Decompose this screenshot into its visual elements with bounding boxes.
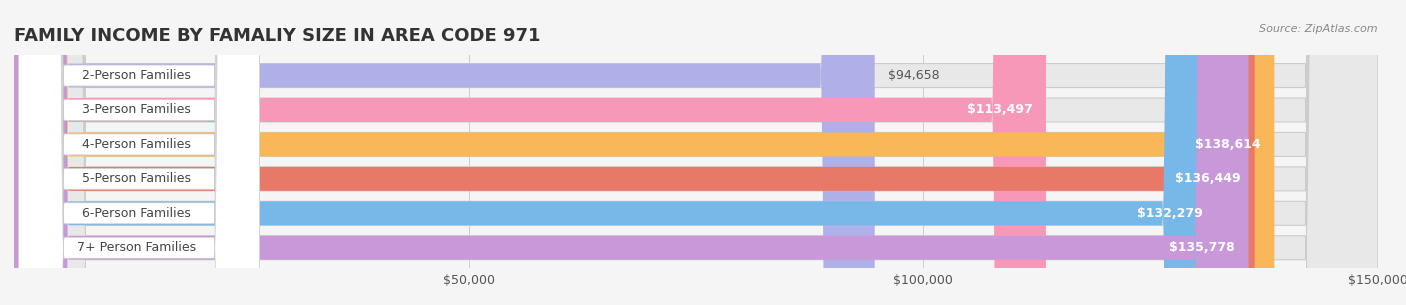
Text: Source: ZipAtlas.com: Source: ZipAtlas.com — [1260, 24, 1378, 34]
Text: 3-Person Families: 3-Person Families — [83, 103, 191, 117]
Text: $138,614: $138,614 — [1195, 138, 1261, 151]
FancyBboxPatch shape — [18, 0, 260, 305]
FancyBboxPatch shape — [18, 0, 260, 305]
FancyBboxPatch shape — [14, 0, 1378, 305]
FancyBboxPatch shape — [14, 0, 1378, 305]
Text: 5-Person Families: 5-Person Families — [83, 172, 191, 185]
Text: $94,658: $94,658 — [889, 69, 941, 82]
Text: 6-Person Families: 6-Person Families — [83, 207, 191, 220]
Text: 7+ Person Families: 7+ Person Families — [77, 241, 197, 254]
FancyBboxPatch shape — [14, 0, 1378, 305]
Text: 4-Person Families: 4-Person Families — [83, 138, 191, 151]
Text: $136,449: $136,449 — [1175, 172, 1241, 185]
FancyBboxPatch shape — [14, 0, 1249, 305]
Text: 2-Person Families: 2-Person Families — [83, 69, 191, 82]
FancyBboxPatch shape — [14, 0, 1046, 305]
FancyBboxPatch shape — [14, 0, 1378, 305]
FancyBboxPatch shape — [14, 0, 1216, 305]
FancyBboxPatch shape — [18, 0, 260, 305]
FancyBboxPatch shape — [14, 0, 875, 305]
FancyBboxPatch shape — [18, 0, 260, 305]
FancyBboxPatch shape — [14, 0, 1254, 305]
FancyBboxPatch shape — [14, 0, 1274, 305]
Text: $135,778: $135,778 — [1170, 241, 1234, 254]
Text: $132,279: $132,279 — [1137, 207, 1204, 220]
Text: FAMILY INCOME BY FAMALIY SIZE IN AREA CODE 971: FAMILY INCOME BY FAMALIY SIZE IN AREA CO… — [14, 27, 540, 45]
FancyBboxPatch shape — [14, 0, 1378, 305]
Text: $113,497: $113,497 — [966, 103, 1032, 117]
FancyBboxPatch shape — [18, 0, 260, 305]
FancyBboxPatch shape — [18, 0, 260, 305]
FancyBboxPatch shape — [14, 0, 1378, 305]
